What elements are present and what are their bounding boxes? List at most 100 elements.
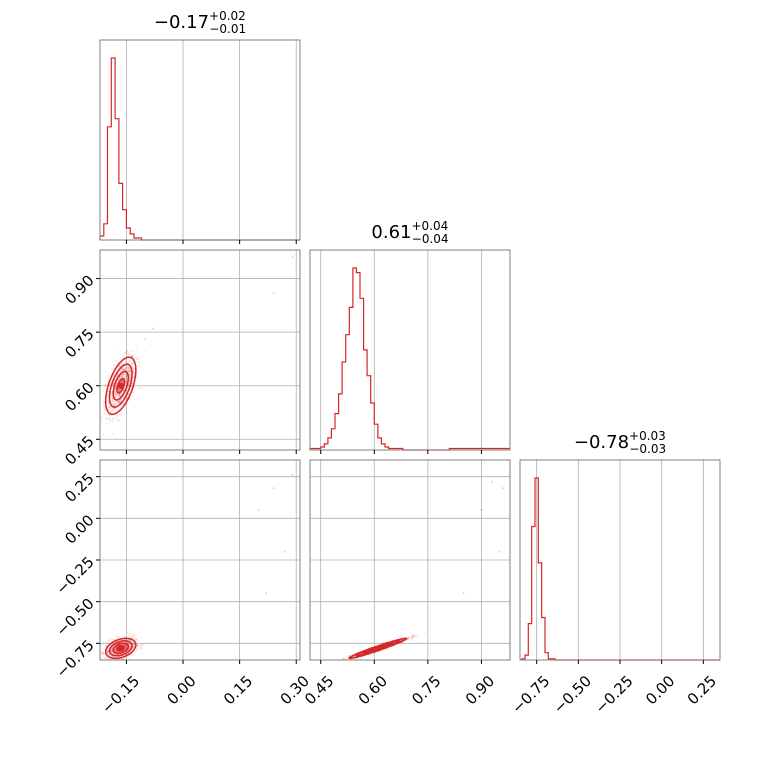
scatter-point: [113, 391, 116, 394]
scatter-point: [104, 645, 107, 647]
scatter-point: [118, 396, 120, 398]
scatter-point: [128, 370, 131, 372]
scatter-point: [115, 384, 118, 387]
scatter-point: [115, 650, 118, 652]
scatter-point: [128, 366, 130, 369]
histogram-3: [521, 477, 720, 661]
outlier-point: [257, 509, 260, 511]
scatter-point: [118, 393, 121, 396]
scatter-point: [125, 645, 127, 648]
scatter-point: [114, 650, 117, 652]
scatter-point: [126, 402, 129, 405]
scatter-point: [135, 374, 138, 377]
scatter-point: [109, 415, 111, 417]
scatter-point: [407, 637, 409, 639]
scatter-point: [126, 376, 128, 378]
scatter-point: [127, 384, 130, 387]
scatter-point: [128, 373, 131, 376]
scatter-point: [124, 644, 127, 647]
scatter-point: [129, 643, 132, 646]
scatter-point: [120, 376, 123, 379]
scatter-point: [111, 368, 113, 370]
histogram-2: [309, 267, 510, 451]
scatter-point: [104, 383, 106, 386]
scatter-point: [412, 636, 415, 638]
scatter-point: [101, 418, 103, 421]
scatter-point: [361, 656, 364, 658]
scatter-point: [136, 355, 139, 358]
contour-level: [108, 640, 133, 657]
scatter-point: [120, 374, 123, 377]
scatter-point: [107, 650, 110, 653]
scatter-point: [123, 395, 125, 398]
grid-lines: [100, 40, 704, 660]
scatter-point: [416, 635, 418, 637]
scatter-point: [108, 406, 111, 408]
scatter-point: [382, 641, 384, 644]
scatter-point: [127, 394, 129, 397]
scatter-point: [103, 412, 106, 414]
scatter-point: [111, 408, 114, 411]
scatter-point: [123, 375, 126, 378]
panel-title-3: −0.78+0.03 −0.03: [574, 429, 666, 456]
scatter-point: [136, 371, 139, 374]
scatter-point: [103, 404, 105, 407]
scatter-point: [127, 362, 129, 364]
contour-core: [117, 645, 124, 652]
scatter-point: [136, 397, 139, 400]
scatter-point: [417, 634, 419, 637]
scatter-point: [128, 369, 131, 371]
scatter-point: [118, 636, 120, 639]
outlier-point: [265, 592, 267, 595]
scatter-point: [112, 417, 115, 420]
scatter-point: [124, 367, 127, 369]
scatter-point: [135, 344, 137, 347]
scatter-point: [104, 656, 107, 659]
scatter-point: [115, 377, 117, 379]
scatter-point: [115, 650, 118, 653]
scatter-point: [131, 382, 134, 384]
scatter-point: [135, 348, 138, 350]
scatter-point: [342, 657, 345, 660]
scatter-point: [133, 645, 135, 648]
scatter-point: [97, 647, 99, 649]
scatter-point: [408, 636, 411, 639]
scatter-point: [113, 364, 116, 367]
scatter-point: [128, 367, 131, 370]
scatter-cloud: [341, 480, 504, 660]
scatter-point: [122, 376, 125, 378]
scatter-point: [122, 403, 124, 405]
y-tick-label: 0.00: [61, 511, 97, 547]
scatter-point: [139, 647, 142, 650]
scatter-point: [106, 400, 109, 402]
histogram-1: [99, 57, 300, 241]
scatter-point: [114, 385, 117, 388]
scatter-point: [346, 656, 349, 659]
scatter-point: [411, 637, 413, 640]
scatter-point: [116, 635, 119, 638]
scatter-point: [108, 413, 110, 416]
scatter-point: [118, 394, 121, 397]
scatter-point: [124, 351, 127, 354]
scatter-point: [125, 379, 128, 381]
scatter-point: [424, 632, 426, 635]
x-tick-label: 0.60: [355, 672, 391, 708]
scatter-point: [122, 396, 125, 399]
panel-frame: [99, 249, 301, 451]
scatter-point: [120, 368, 123, 371]
scatter-point: [118, 393, 121, 396]
scatter-point: [131, 363, 133, 366]
scatter-point: [125, 365, 127, 368]
panel-title-2: 0.61+0.04 −0.04: [371, 219, 448, 246]
scatter-cloud: [97, 474, 294, 660]
scatter-point: [116, 367, 119, 370]
scatter-point: [111, 651, 114, 654]
scatter-point: [114, 649, 116, 651]
scatter-point: [118, 393, 120, 396]
scatter-point: [109, 418, 111, 421]
scatter-point: [116, 400, 119, 403]
scatter-point: [133, 376, 135, 378]
scatter-point: [412, 635, 415, 638]
scatter-point: [133, 643, 136, 646]
scatter-point: [118, 400, 121, 403]
